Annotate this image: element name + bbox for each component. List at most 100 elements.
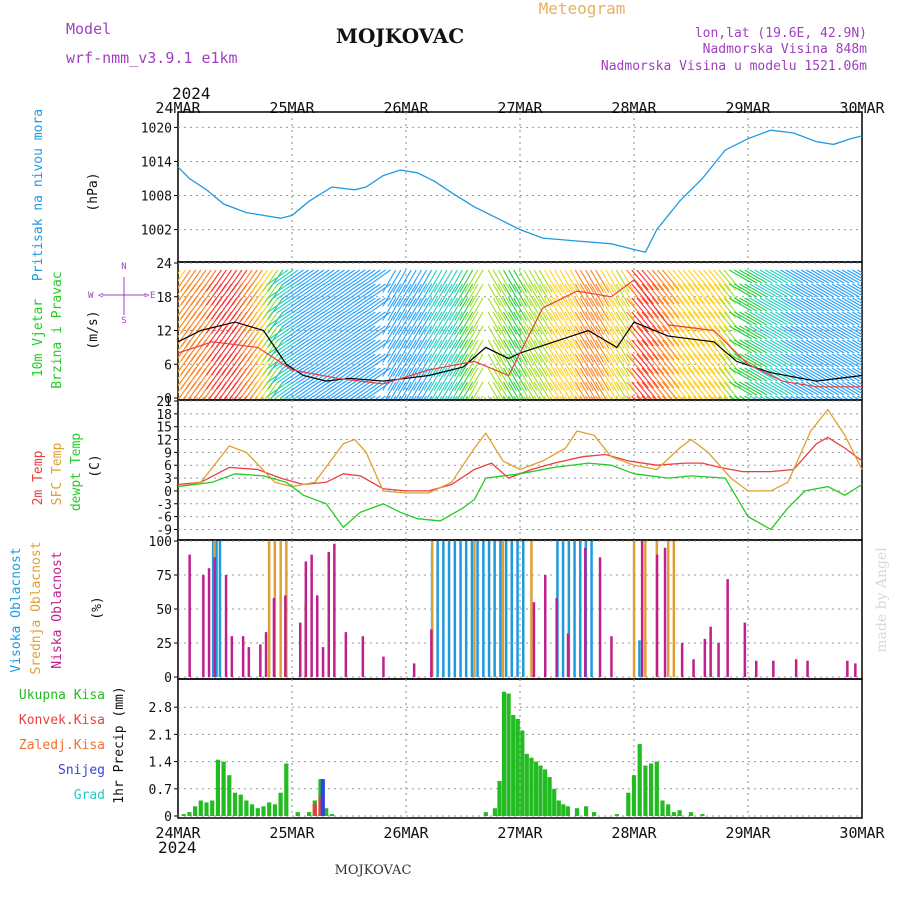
wind-barb: [697, 339, 716, 361]
wind-unit: (m/s): [86, 310, 101, 349]
precip-label-conv: Konvek.Kisa: [19, 713, 105, 728]
wind-barb: [523, 311, 538, 335]
wind-barb: [428, 269, 443, 293]
wind-barb: [402, 311, 417, 335]
wind-barb: [795, 353, 819, 368]
wind-barb: [579, 269, 594, 293]
wind-barb: [264, 395, 268, 399]
wind-barb: [421, 381, 433, 399]
wind-barb: [841, 269, 862, 283]
wind-barb: [641, 367, 660, 389]
wind-barb: [677, 297, 696, 319]
wind-barb: [636, 367, 654, 389]
wind-barb: [538, 325, 553, 349]
wind-barb: [418, 269, 433, 293]
wind-barb: [831, 381, 855, 396]
wind-barb: [464, 325, 479, 349]
wind-barb: [518, 283, 533, 307]
wind-barb: [538, 311, 553, 335]
wind-barb: [538, 367, 553, 391]
wind-barb: [610, 367, 625, 391]
wind-barb: [338, 325, 361, 342]
wind-barb: [631, 381, 647, 399]
precip-label-total: Ukupna Kisa: [19, 688, 105, 703]
wind-barb: [492, 367, 507, 391]
clouds-bar: [442, 541, 445, 677]
y-tick-label: 12: [156, 325, 172, 340]
wind-barb: [368, 269, 391, 286]
wind-barb: [831, 325, 855, 340]
wind-barb: [544, 311, 558, 335]
wind-barb: [780, 367, 804, 382]
wind-barb: [297, 325, 320, 342]
wind-barb: [333, 311, 356, 328]
wind-barb: [459, 283, 474, 307]
wind-barb: [816, 353, 840, 368]
wind-barb: [297, 311, 320, 328]
precip-bar: [210, 800, 215, 816]
precip-bar: [677, 810, 682, 816]
clouds-bar: [493, 541, 496, 677]
wind-barb: [708, 353, 726, 375]
wind-barb: [713, 283, 731, 305]
wind-barb: [549, 311, 564, 335]
wind-barb: [651, 367, 670, 389]
wind-barb: [749, 297, 773, 312]
wind-barb: [687, 381, 704, 399]
wind-barb: [739, 353, 763, 368]
wind-barb: [775, 283, 799, 298]
wind-barb: [559, 353, 574, 377]
wind-barb: [266, 297, 289, 314]
wind-barb: [413, 339, 427, 363]
cloud-label-high: Visoka Oblacnost: [9, 547, 24, 672]
clouds-bar: [573, 541, 576, 677]
temp-label-dewpt: dewpt Temp: [69, 433, 84, 511]
wind-barb: [528, 297, 543, 321]
wind-barb: [754, 353, 778, 368]
wind-barb: [358, 297, 381, 314]
wind-barb: [487, 297, 502, 321]
wind-barb: [343, 311, 366, 328]
wind-barb: [734, 367, 758, 382]
wind-barb: [549, 367, 564, 391]
wind-barb: [518, 269, 533, 293]
temp-unit: (C): [88, 454, 103, 477]
wind-barb: [841, 325, 862, 339]
wind-barb: [302, 297, 325, 314]
clouds-bar: [213, 557, 216, 677]
clouds-bar: [709, 626, 712, 677]
wind-barb: [322, 269, 345, 286]
wind-barb: [662, 311, 680, 333]
wind-barb: [312, 269, 335, 286]
precip-bar: [515, 718, 520, 816]
precip-bar: [501, 691, 507, 816]
wind-barb: [487, 269, 502, 293]
wind-barb: [595, 269, 610, 293]
wind-barb: [292, 353, 314, 370]
wind-barb: [734, 339, 758, 354]
wind-barb: [276, 353, 299, 370]
wind-barb: [682, 353, 701, 375]
wind-barb: [852, 297, 862, 305]
wind-barb: [307, 325, 330, 342]
wind-barb: [703, 297, 721, 319]
wind-barb: [262, 325, 279, 348]
clouds-bar: [532, 602, 536, 677]
wind-barb: [538, 339, 553, 363]
wind-barb: [497, 283, 512, 307]
clouds-bar: [499, 541, 502, 677]
wind-barb: [502, 297, 517, 321]
wind-barb: [428, 297, 443, 321]
y-tick-label: 0: [164, 485, 172, 500]
wind-barb: [744, 283, 768, 298]
wind-barb: [790, 311, 814, 326]
wind-barb: [682, 339, 701, 361]
wind-barb: [297, 353, 320, 370]
wind-barb: [816, 395, 823, 399]
wind-barb: [276, 325, 299, 342]
wind-barb: [734, 325, 758, 340]
wind-barb: [459, 353, 474, 377]
wind-barb: [821, 395, 828, 399]
wind-barb: [749, 283, 773, 298]
wind-barb: [416, 381, 427, 399]
